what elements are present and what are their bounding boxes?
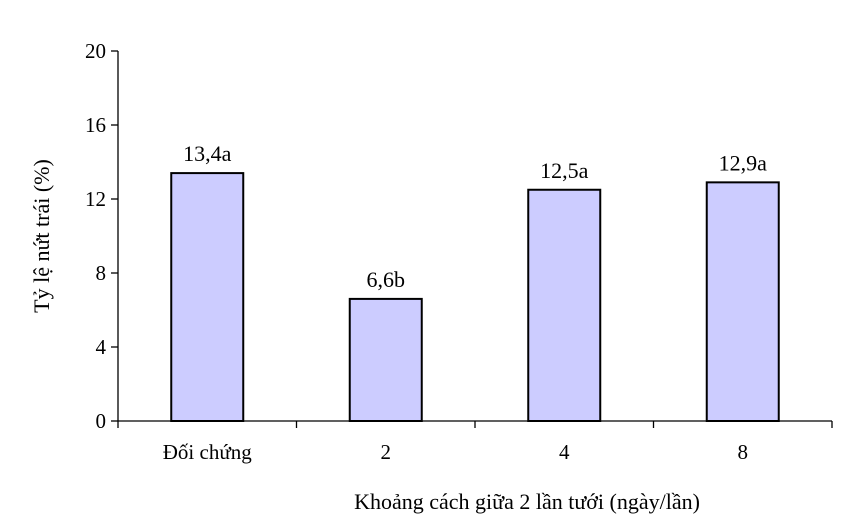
y-tick-label: 12 <box>85 187 106 211</box>
bars <box>170 172 780 422</box>
y-tick-label: 8 <box>96 261 107 285</box>
bar-data-label: 6,6b <box>367 267 406 292</box>
bar-data-label: 12,9a <box>719 150 768 175</box>
x-tick-label: 2 <box>381 440 392 464</box>
y-tick-label: 0 <box>96 409 107 433</box>
bar-data-labels: 13,4a 6,6b 12,5a 12,9a <box>183 141 767 292</box>
bar-data-label: 12,5a <box>540 158 589 183</box>
x-axis-title: Khoảng cách giữa 2 lần tưới (ngày/lần) <box>354 489 700 514</box>
bar-data-label: 13,4a <box>183 141 232 166</box>
y-axis-title: Tỷ lệ nứt trái (%) <box>29 159 54 313</box>
x-tick-label: 4 <box>559 440 570 464</box>
bar <box>705 181 780 422</box>
y-tick-label: 4 <box>96 335 107 359</box>
bar <box>348 297 423 422</box>
x-axis-ticks <box>117 421 833 428</box>
x-tick-label: 8 <box>738 440 749 464</box>
x-tick-label: Đối chứng <box>163 440 252 464</box>
y-tick-label: 16 <box>85 113 106 137</box>
y-axis-ticks: 0 4 8 12 16 20 <box>85 39 118 433</box>
y-tick-label: 20 <box>85 39 106 63</box>
bar <box>170 172 245 422</box>
x-axis-tick-labels: Đối chứng 2 4 8 <box>163 440 748 464</box>
bar <box>527 188 602 422</box>
